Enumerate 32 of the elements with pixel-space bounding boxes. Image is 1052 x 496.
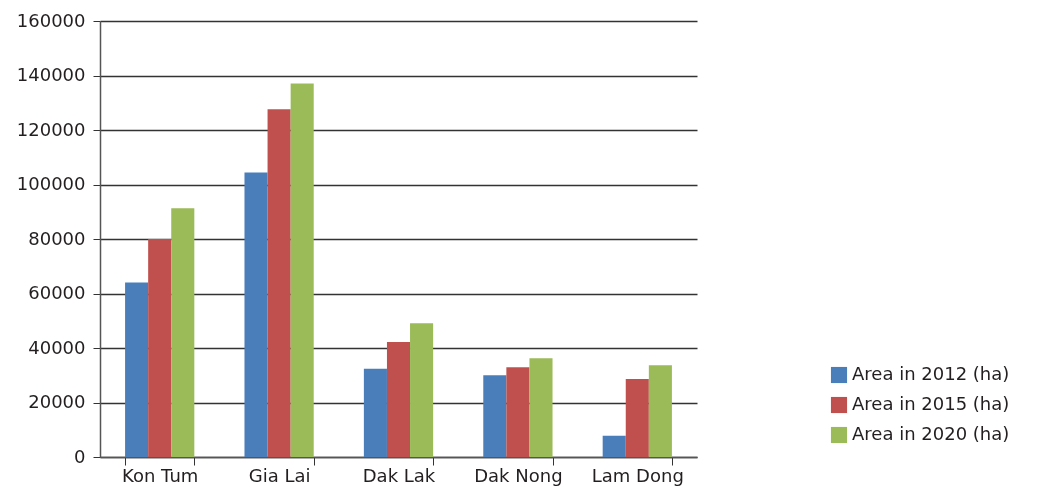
y-tick-label: 0 [74,445,86,467]
legend-label: Area in 2020 (ha) [852,423,1010,444]
bar [244,172,268,457]
bar [648,365,672,457]
y-tick-label: 40000 [28,336,86,358]
x-tick-label: Dak Lak [362,464,436,486]
legend-label: Area in 2015 (ha) [852,393,1010,414]
bar [148,239,172,457]
x-tick-label: Dak Nong [474,464,563,486]
bar [483,375,507,457]
bar [386,342,411,457]
bar [290,83,314,457]
bar [363,368,387,457]
y-tick-label: 60000 [28,282,86,303]
x-tick-label: Kon Tum [122,464,199,486]
bar [625,379,649,457]
y-tick-label: 100000 [16,173,86,194]
y-tick-label: 140000 [16,64,86,85]
legend-label: Area in 2012 (ha) [852,363,1010,384]
bar [529,358,553,457]
bar [506,367,530,457]
y-tick-label: 120000 [16,118,86,140]
x-tick-label: Gia Lai [248,464,311,486]
bar [125,282,149,457]
bar [410,323,434,457]
y-tick-label: 80000 [28,227,86,249]
bar [171,208,195,457]
x-tick-label: Lam Dong [591,464,684,486]
bar [602,435,626,457]
bar [267,109,291,457]
y-tick-label: 160000 [16,9,86,31]
y-tick-label: 20000 [28,391,86,412]
